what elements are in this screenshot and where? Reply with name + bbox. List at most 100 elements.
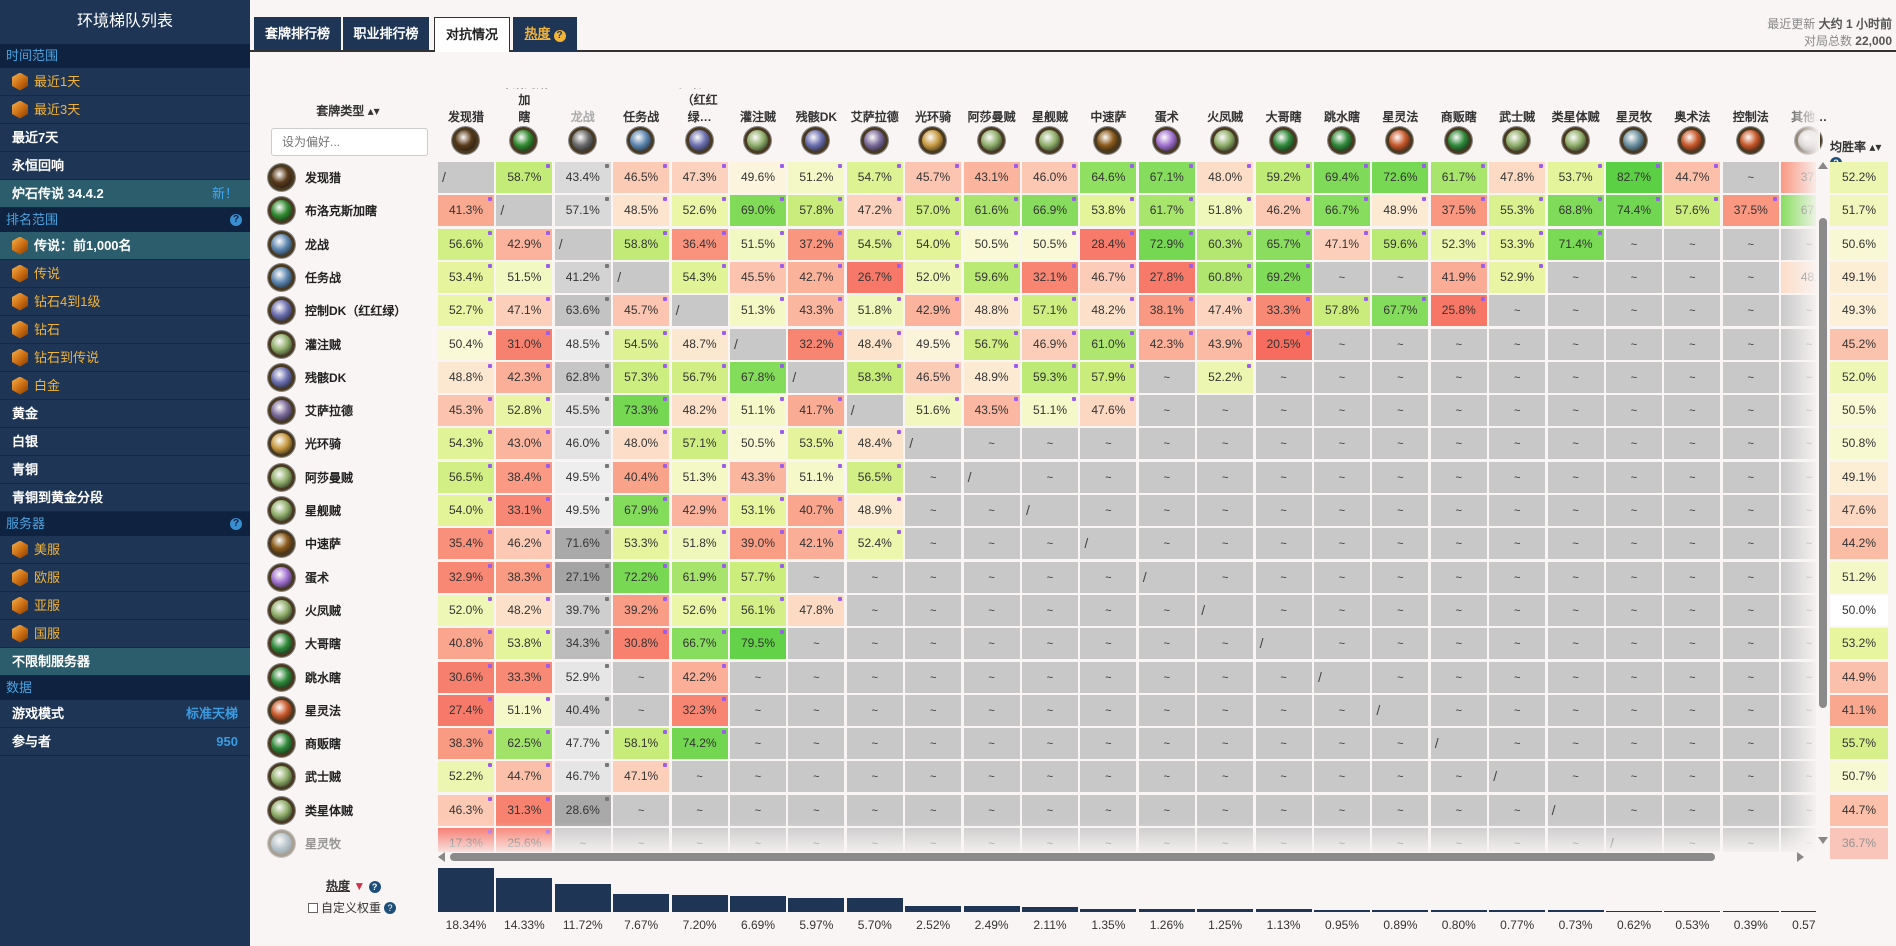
- matchup-cell[interactable]: ~: [1489, 361, 1546, 393]
- row-label[interactable]: 商贩瞎: [268, 728, 341, 759]
- matchup-cell[interactable]: 61.0%: [1080, 328, 1137, 360]
- matchup-cell[interactable]: ~: [1722, 261, 1779, 293]
- matchup-cell[interactable]: 72.2%: [613, 561, 670, 593]
- matchup-cell[interactable]: 67.1%: [1138, 162, 1195, 193]
- matchup-cell[interactable]: 59.6%: [963, 261, 1020, 293]
- matchup-cell[interactable]: ~: [1197, 661, 1254, 693]
- matchup-cell[interactable]: ~: [1664, 794, 1721, 826]
- sidebar-item[interactable]: 传说：前1,000名: [0, 232, 250, 260]
- matchup-cell[interactable]: ~: [1722, 528, 1779, 560]
- matchup-cell[interactable]: /: [1489, 761, 1546, 793]
- matchup-cell[interactable]: 51.1%: [1022, 395, 1078, 427]
- matchup-cell[interactable]: ~: [1722, 594, 1779, 626]
- deck-type-sort-header[interactable]: 套牌类型 ▴▾: [316, 104, 380, 118]
- matchup-cell[interactable]: ~: [1372, 794, 1429, 826]
- sidebar-item[interactable]: 白金: [0, 372, 250, 400]
- matchup-cell[interactable]: 43.1%: [963, 162, 1020, 193]
- matchup-cell[interactable]: ~: [1138, 461, 1195, 493]
- matchup-cell[interactable]: 47.7%: [554, 728, 611, 760]
- horizontal-scrollbar[interactable]: [438, 852, 1808, 862]
- matchup-cell[interactable]: 63.6%: [554, 295, 611, 327]
- column-header[interactable]: 星灵法: [1382, 110, 1419, 124]
- matchup-cell[interactable]: 47.1%: [496, 295, 553, 327]
- matchup-cell[interactable]: 60.8%: [1197, 261, 1254, 293]
- matchup-cell[interactable]: ~: [1547, 461, 1604, 493]
- matchup-cell[interactable]: 47.1%: [1314, 228, 1370, 260]
- matchup-cell[interactable]: ~: [1722, 328, 1779, 360]
- matchup-cell[interactable]: 49.5%: [554, 461, 611, 493]
- matchup-cell[interactable]: 30.6%: [438, 661, 494, 693]
- matchup-cell[interactable]: 53.8%: [1080, 195, 1137, 227]
- matchup-cell[interactable]: /: [554, 228, 611, 260]
- matchup-cell[interactable]: 26.7%: [846, 261, 903, 293]
- matchup-cell[interactable]: ~: [1022, 728, 1078, 760]
- matchup-cell[interactable]: /: [1430, 728, 1487, 760]
- matchup-cell[interactable]: ~: [1547, 395, 1604, 427]
- matchup-cell[interactable]: ~: [1606, 395, 1662, 427]
- matchup-cell[interactable]: 32.9%: [438, 561, 494, 593]
- matchup-cell[interactable]: ~: [1372, 628, 1429, 660]
- sidebar-item[interactable]: 青铜到黄金分段: [0, 484, 250, 512]
- matchup-cell[interactable]: ~: [1372, 728, 1429, 760]
- sidebar-item[interactable]: 炉石传说 34.4.2 新！: [0, 180, 250, 208]
- matchup-cell[interactable]: 51.1%: [788, 461, 845, 493]
- matchup-cell[interactable]: ~: [963, 628, 1020, 660]
- row-label[interactable]: 任务战: [268, 262, 341, 293]
- matchup-cell[interactable]: ~: [1314, 528, 1370, 560]
- matchup-cell[interactable]: 28.4%: [1080, 228, 1137, 260]
- matchup-cell[interactable]: 30.8%: [613, 628, 670, 660]
- matchup-cell[interactable]: 72.9%: [1138, 228, 1195, 260]
- matchup-cell[interactable]: ~: [1372, 594, 1429, 626]
- matchup-cell[interactable]: 58.7%: [496, 162, 553, 193]
- matchup-cell[interactable]: ~: [1664, 761, 1721, 793]
- matchup-cell[interactable]: 50.4%: [438, 328, 494, 360]
- matchup-cell[interactable]: 53.5%: [788, 428, 845, 460]
- matchup-cell[interactable]: ~: [846, 728, 903, 760]
- matchup-cell[interactable]: ~: [1547, 594, 1604, 626]
- matchup-cell[interactable]: ~: [1255, 561, 1312, 593]
- matchup-cell[interactable]: 28.6%: [554, 794, 611, 826]
- matchup-cell[interactable]: ~: [613, 694, 670, 726]
- matchup-cell[interactable]: 56.6%: [438, 228, 494, 260]
- column-header[interactable]: 残骸DK: [795, 110, 838, 124]
- matchup-cell[interactable]: ~: [788, 794, 845, 826]
- matchup-cell[interactable]: 52.0%: [905, 261, 962, 293]
- matchup-cell[interactable]: ~: [1314, 361, 1370, 393]
- matchup-cell[interactable]: ~: [1547, 261, 1604, 293]
- matchup-cell[interactable]: ~: [1430, 628, 1487, 660]
- matchup-cell[interactable]: ~: [1314, 395, 1370, 427]
- matchup-cell[interactable]: ~: [1722, 162, 1779, 193]
- matchup-cell[interactable]: 58.8%: [613, 228, 670, 260]
- help-icon[interactable]: ?: [553, 30, 566, 42]
- matchup-cell[interactable]: ~: [1722, 728, 1779, 760]
- matchup-cell[interactable]: ~: [1722, 428, 1779, 460]
- column-header[interactable]: 布洛克斯加 瞎: [500, 88, 548, 124]
- matchup-cell[interactable]: ~: [1197, 628, 1254, 660]
- matchup-cell[interactable]: ~: [963, 561, 1020, 593]
- matchup-cell[interactable]: ~: [905, 661, 962, 693]
- matchup-cell[interactable]: ~: [1022, 461, 1078, 493]
- matchup-cell[interactable]: /: [438, 162, 494, 193]
- column-header[interactable]: 中速萨: [1090, 110, 1127, 124]
- matchup-cell[interactable]: ~: [1022, 628, 1078, 660]
- matchup-cell[interactable]: ~: [1372, 328, 1429, 360]
- matchup-cell[interactable]: 60.3%: [1197, 228, 1254, 260]
- matchup-cell[interactable]: ~: [1138, 428, 1195, 460]
- matchup-cell[interactable]: 47.3%: [671, 162, 728, 193]
- matchup-cell[interactable]: ~: [1138, 728, 1195, 760]
- matchup-cell[interactable]: 47.8%: [788, 594, 845, 626]
- matchup-cell[interactable]: ~: [1430, 461, 1487, 493]
- matchup-cell[interactable]: ~: [1314, 495, 1370, 526]
- matchup-cell[interactable]: /: [671, 295, 728, 327]
- matchup-cell[interactable]: 46.7%: [1080, 261, 1137, 293]
- row-label[interactable]: 火凤贼: [268, 595, 341, 626]
- matchup-cell[interactable]: 47.2%: [846, 195, 903, 227]
- matchup-cell[interactable]: 47.8%: [1489, 162, 1546, 193]
- matchup-cell[interactable]: 43.3%: [730, 461, 786, 493]
- matchup-cell[interactable]: ~: [1372, 495, 1429, 526]
- matchup-cell[interactable]: 48.4%: [846, 428, 903, 460]
- matchup-cell[interactable]: ~: [1372, 361, 1429, 393]
- matchup-cell[interactable]: 48.8%: [963, 295, 1020, 327]
- matchup-cell[interactable]: 54.3%: [671, 261, 728, 293]
- matchup-cell[interactable]: ~: [1722, 794, 1779, 826]
